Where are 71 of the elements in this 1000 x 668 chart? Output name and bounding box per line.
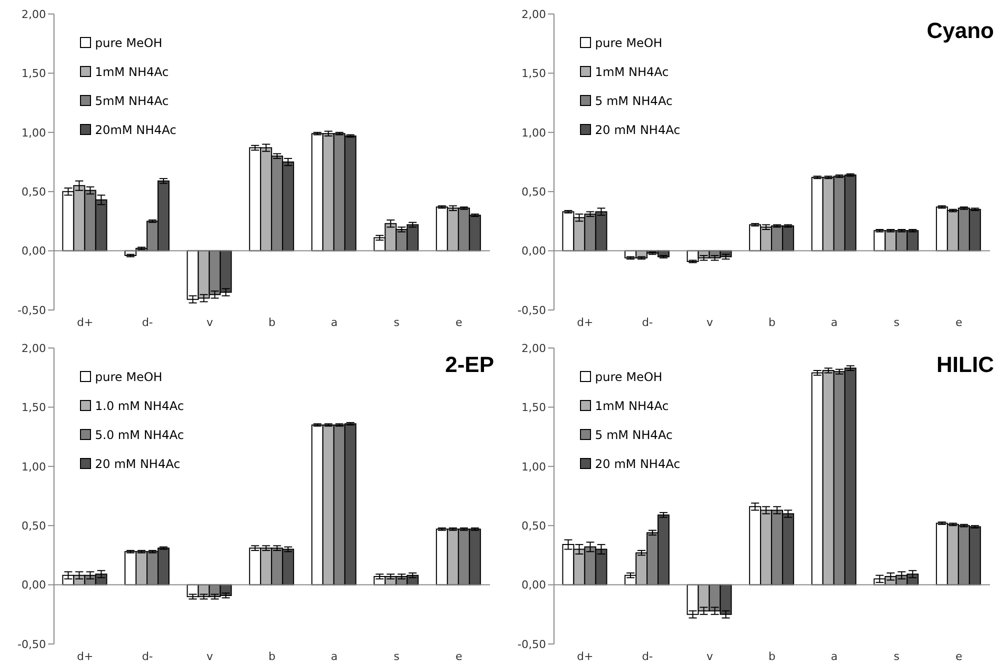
x-tick-label: d+	[77, 650, 94, 663]
x-tick-label: b	[768, 650, 776, 663]
legend-label: 1mM NH4Ac	[95, 64, 169, 78]
x-tick-label: d-	[642, 650, 653, 663]
legend-label: 5.0 mM NH4Ac	[95, 428, 184, 442]
y-tick-label: 0,00	[522, 244, 546, 258]
legend-label: 1.0 mM NH4Ac	[95, 398, 184, 412]
y-tick-label: 0,50	[22, 186, 46, 199]
y-tick-label: 1,00	[22, 460, 46, 474]
x-tick-label: d+	[77, 316, 94, 329]
x-tick-label: d+	[577, 316, 594, 329]
x-tick-label: a	[830, 316, 838, 329]
x-tick-label: b	[768, 316, 776, 329]
chart-title: Cyano	[926, 18, 994, 44]
x-tick-label: v	[706, 650, 714, 663]
y-tick-label: 2,00	[522, 8, 546, 21]
legend-label: 20mM NH4Ac	[95, 122, 176, 136]
x-tick-label: b	[268, 650, 276, 663]
legend-label: 20 mM NH4Ac	[95, 456, 180, 470]
x-tick-label: e	[955, 650, 962, 663]
x-tick-label: d-	[642, 316, 653, 329]
x-tick-label: v	[206, 316, 214, 329]
x-tick-label: b	[268, 316, 276, 329]
x-tick-label: d-	[142, 316, 153, 329]
y-tick-label: 0,00	[22, 578, 46, 592]
y-tick-label: 0,00	[522, 578, 546, 592]
y-tick-label: 0,50	[522, 186, 546, 199]
legend-label: pure MeOH	[595, 36, 662, 50]
y-tick-label: 1,00	[522, 126, 546, 140]
y-tick-label: 1,00	[22, 126, 46, 140]
y-tick-label: 2,00	[22, 8, 46, 21]
y-tick-label: 1,50	[22, 67, 46, 80]
legend-label: pure MeOH	[95, 36, 162, 50]
legend-label: 20 mM NH4Ac	[595, 122, 680, 136]
x-tick-label: e	[455, 316, 462, 329]
y-tick-label: 0,00	[22, 244, 46, 258]
x-tick-label: a	[830, 650, 838, 663]
y-tick-label: 0,50	[522, 520, 546, 533]
y-tick-label: -0,50	[518, 638, 546, 651]
legend-label: 1mM NH4Ac	[595, 398, 669, 412]
x-tick-label: a	[330, 316, 338, 329]
legend-label: 5 mM NH4Ac	[595, 428, 673, 442]
y-tick-label: 1,50	[22, 401, 46, 414]
legend-label: 20 mM NH4Ac	[595, 456, 680, 470]
x-tick-label: s	[394, 316, 400, 329]
y-tick-label: -0,50	[18, 638, 46, 651]
legend-label: pure MeOH	[595, 370, 662, 384]
chart-title: HILIC	[936, 352, 994, 378]
legend-label: pure MeOH	[95, 370, 162, 384]
x-tick-label: d-	[142, 650, 153, 663]
x-tick-label: s	[894, 316, 900, 329]
x-tick-label: s	[394, 650, 400, 663]
x-tick-label: s	[894, 650, 900, 663]
legend-label: 1mM NH4Ac	[595, 64, 669, 78]
x-tick-label: e	[955, 316, 962, 329]
y-tick-label: -0,50	[18, 304, 46, 317]
x-tick-label: e	[455, 650, 462, 663]
y-tick-label: 1,50	[522, 67, 546, 80]
x-tick-label: v	[706, 316, 714, 329]
y-tick-label: 2,00	[22, 342, 46, 355]
x-tick-label: d+	[577, 650, 594, 663]
y-tick-label: 1,00	[522, 460, 546, 474]
y-tick-label: 1,50	[522, 401, 546, 414]
chart-title: 2-EP	[445, 352, 494, 378]
x-tick-label: v	[206, 650, 214, 663]
legend-label: 5mM NH4Ac	[95, 94, 169, 108]
y-tick-label: -0,50	[518, 304, 546, 317]
x-tick-label: a	[330, 650, 338, 663]
y-tick-label: 2,00	[522, 342, 546, 355]
y-tick-label: 0,50	[22, 520, 46, 533]
legend-label: 5 mM NH4Ac	[595, 94, 673, 108]
